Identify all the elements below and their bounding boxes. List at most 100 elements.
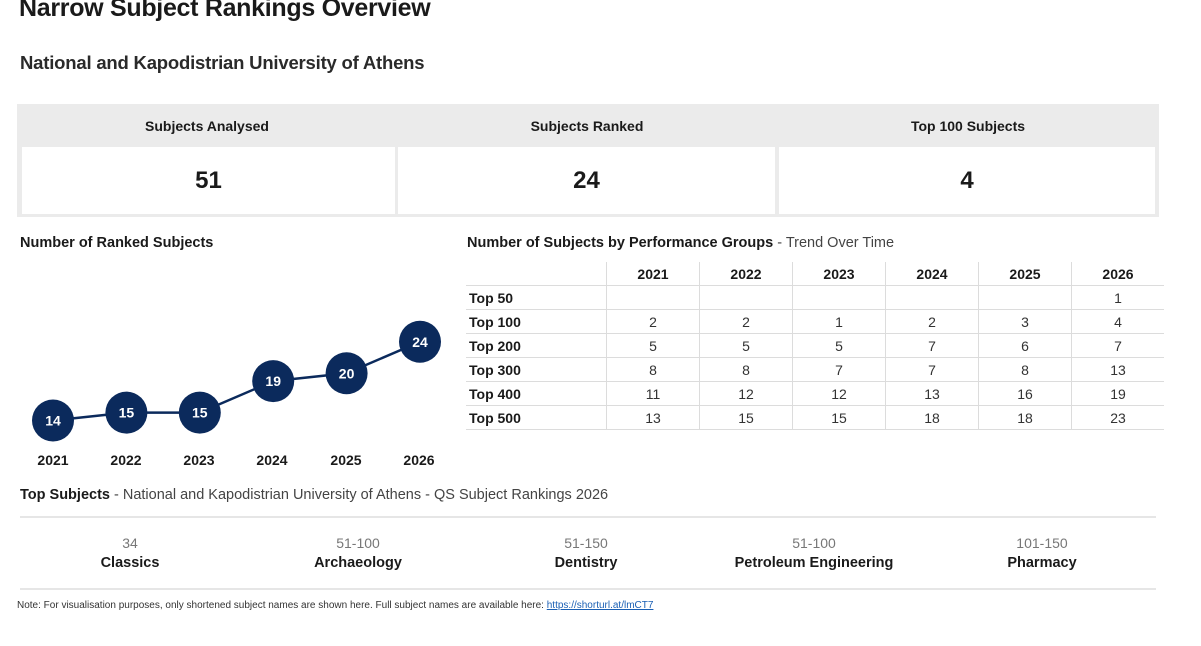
table-cell: 4	[1071, 309, 1164, 334]
table-cell: 5	[792, 333, 886, 358]
top-subject-item: 51-150 Dentistry	[476, 535, 696, 571]
col-header-2021: 2021	[606, 262, 700, 286]
table-cell: 11	[606, 381, 700, 406]
ranked-subjects-line-chart: 14 15 15 19 20 24	[32, 320, 441, 442]
row-label: Top 50	[466, 285, 607, 310]
page-title: Narrow Subject Rankings Overview	[19, 0, 431, 22]
divider-top	[20, 516, 1156, 518]
table-cell: 16	[978, 381, 1072, 406]
top-subjects-title: Top Subjects - National and Kapodistrian…	[20, 487, 608, 503]
row-label: Top 400	[466, 381, 607, 406]
table-corner	[466, 262, 607, 286]
row-label: Top 500	[466, 405, 607, 430]
table-cell	[699, 285, 793, 310]
kpi-label-top100: Top 100 Subjects	[910, 118, 1026, 134]
x-tick-2023: 2023	[183, 452, 215, 468]
footnote: Note: For visualisation purposes, only s…	[17, 600, 653, 611]
footnote-link[interactable]: https://shorturl.at/lmCT7	[546, 600, 654, 611]
table-cell: 12	[792, 381, 886, 406]
row-label: Top 100	[466, 309, 607, 334]
kpi-value-analysed: 51	[22, 147, 395, 214]
trend-table-title-suffix: - Trend Over Time	[777, 235, 895, 251]
data-point	[399, 320, 441, 363]
table-cell: 7	[1071, 333, 1164, 358]
table-cell: 6	[978, 333, 1072, 358]
table-cell	[978, 285, 1072, 310]
divider-bottom	[20, 588, 1156, 590]
table-row: Top 400 11 12 12 13 16 19	[466, 381, 1164, 406]
table-cell: 13	[1071, 357, 1164, 382]
table-cell: 2	[885, 309, 979, 334]
col-header-2026: 2026	[1071, 262, 1164, 286]
table-cell: 23	[1071, 405, 1164, 430]
col-header-2024: 2024	[885, 262, 979, 286]
top-subject-rank: 51-100	[336, 535, 380, 551]
footnote-text: Note: For visualisation purposes, only s…	[17, 600, 544, 611]
top-subject-item: 51-100 Petroleum Engineering	[704, 535, 924, 571]
col-header-2023: 2023	[792, 262, 886, 286]
table-cell	[885, 285, 979, 310]
top-subject-name: Classics	[100, 555, 160, 571]
trend-table-title-main: Number of Subjects by Performance Groups	[467, 235, 774, 251]
table-cell: 8	[606, 357, 700, 382]
kpi-panel: Subjects Analysed Subjects Ranked Top 10…	[17, 104, 1159, 217]
data-point	[252, 360, 295, 403]
table-cell: 3	[978, 309, 1072, 334]
top-subject-rank: 101-150	[1016, 535, 1068, 551]
top-subjects-title-suffix: - National and Kapodistrian University o…	[114, 487, 609, 503]
table-cell: 5	[606, 333, 700, 358]
table-row: Top 100 2 2 1 2 3 4	[466, 309, 1164, 334]
col-header-2025: 2025	[978, 262, 1072, 286]
table-cell: 8	[978, 357, 1072, 382]
x-tick-2025: 2025	[330, 452, 362, 468]
table-cell: 18	[978, 405, 1072, 430]
kpi-value-top100: 4	[779, 147, 1155, 214]
data-point	[325, 352, 368, 395]
data-label: 15	[119, 405, 135, 421]
data-label: 24	[412, 334, 428, 350]
x-tick-2024: 2024	[256, 452, 288, 468]
top-subject-rank: 51-100	[792, 535, 836, 551]
x-tick-2026: 2026	[403, 452, 435, 468]
table-row: Top 500 13 15 15 18 18 23	[466, 405, 1164, 430]
table-header-row: 2021 2022 2023 2024 2025 2026	[466, 262, 1164, 286]
col-header-2022: 2022	[699, 262, 793, 286]
table-row: Top 50 1	[466, 285, 1164, 310]
table-cell: 18	[885, 405, 979, 430]
line-chart-title: Number of Ranked Subjects	[20, 235, 214, 251]
table-cell: 2	[699, 309, 793, 334]
row-label: Top 200	[466, 333, 607, 358]
row-label: Top 300	[466, 357, 607, 382]
table-cell: 13	[885, 381, 979, 406]
top-subject-rank: 51-150	[564, 535, 608, 551]
performance-groups-table: 2021 2022 2023 2024 2025 2026 Top 50 1 T…	[466, 262, 1164, 430]
top-subject-name: Archaeology	[314, 555, 402, 571]
data-point	[178, 391, 221, 434]
data-label: 19	[265, 373, 281, 389]
table-cell: 15	[792, 405, 886, 430]
table-cell: 7	[885, 357, 979, 382]
top-subject-item: 51-100 Archaeology	[248, 535, 468, 571]
top-subjects-title-main: Top Subjects	[20, 487, 110, 503]
university-name: National and Kapodistrian University of …	[20, 52, 425, 73]
kpi-label-ranked: Subjects Ranked	[530, 118, 644, 134]
data-label: 14	[45, 413, 61, 429]
table-row: Top 300 8 8 7 7 8 13	[466, 357, 1164, 382]
top-subject-name: Dentistry	[554, 555, 618, 571]
x-tick-2021: 2021	[37, 452, 69, 468]
table-cell: 8	[699, 357, 793, 382]
trend-table-title: Number of Subjects by Performance Groups…	[467, 235, 894, 251]
table-cell: 7	[885, 333, 979, 358]
table-cell: 12	[699, 381, 793, 406]
table-cell: 15	[699, 405, 793, 430]
top-subject-item: 34 Classics	[20, 535, 240, 571]
table-cell: 1	[792, 309, 886, 334]
table-cell: 7	[792, 357, 886, 382]
data-label: 15	[192, 405, 208, 421]
data-point	[105, 391, 148, 434]
table-cell	[606, 285, 700, 310]
top-subject-name: Pharmacy	[1007, 555, 1077, 571]
table-cell: 1	[1071, 285, 1164, 310]
data-label: 20	[339, 365, 355, 381]
top-subject-rank: 34	[122, 535, 138, 551]
